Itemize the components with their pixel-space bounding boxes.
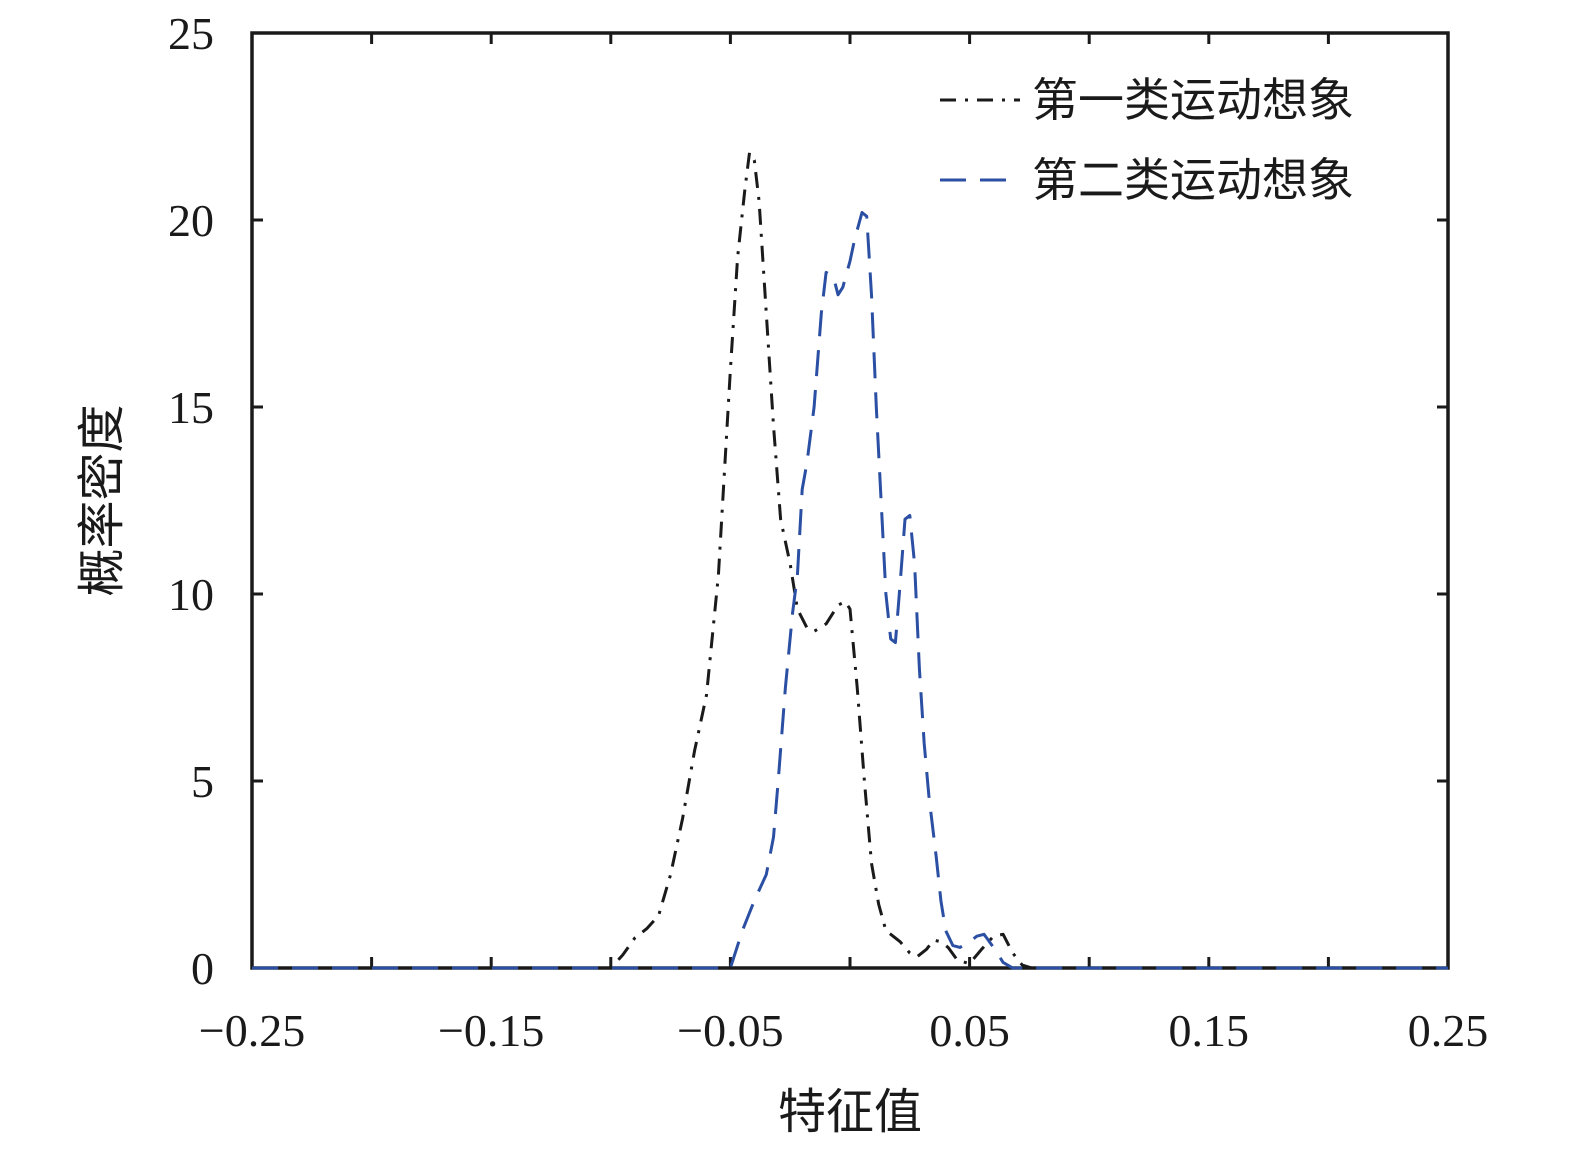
y-tick-label: 15: [168, 382, 214, 433]
x-tick-label: −0.25: [199, 1005, 305, 1056]
legend-label-series-2: 第二类运动想象: [1032, 153, 1354, 207]
series-line-1: [252, 151, 1448, 970]
legend: 第一类运动想象 第二类运动想象: [940, 73, 1354, 207]
y-tick-label: 0: [191, 943, 214, 994]
x-axis-title: 特征值: [778, 1084, 922, 1140]
y-tick-label: 5: [191, 756, 214, 807]
y-axis-ticks: 0 5 10 15 20 25: [168, 8, 1448, 994]
x-tick-label: −0.15: [438, 1005, 544, 1056]
x-tick-label: 0.25: [1408, 1005, 1489, 1056]
x-tick-label: −0.05: [677, 1005, 783, 1056]
series-lines: [252, 151, 1448, 970]
y-tick-label: 10: [168, 569, 214, 620]
y-tick-label: 25: [168, 8, 214, 59]
y-axis-title: 概率密度: [74, 404, 130, 596]
series-line-2: [252, 211, 1448, 970]
x-tick-label: 0.05: [929, 1005, 1010, 1056]
x-tick-label: 0.15: [1169, 1005, 1250, 1056]
legend-label-series-1: 第一类运动想象: [1032, 73, 1354, 127]
y-tick-label: 20: [168, 195, 214, 246]
x-axis-ticks: −0.25 −0.15 −0.05 0.05 0.15 0.25: [199, 33, 1488, 1056]
